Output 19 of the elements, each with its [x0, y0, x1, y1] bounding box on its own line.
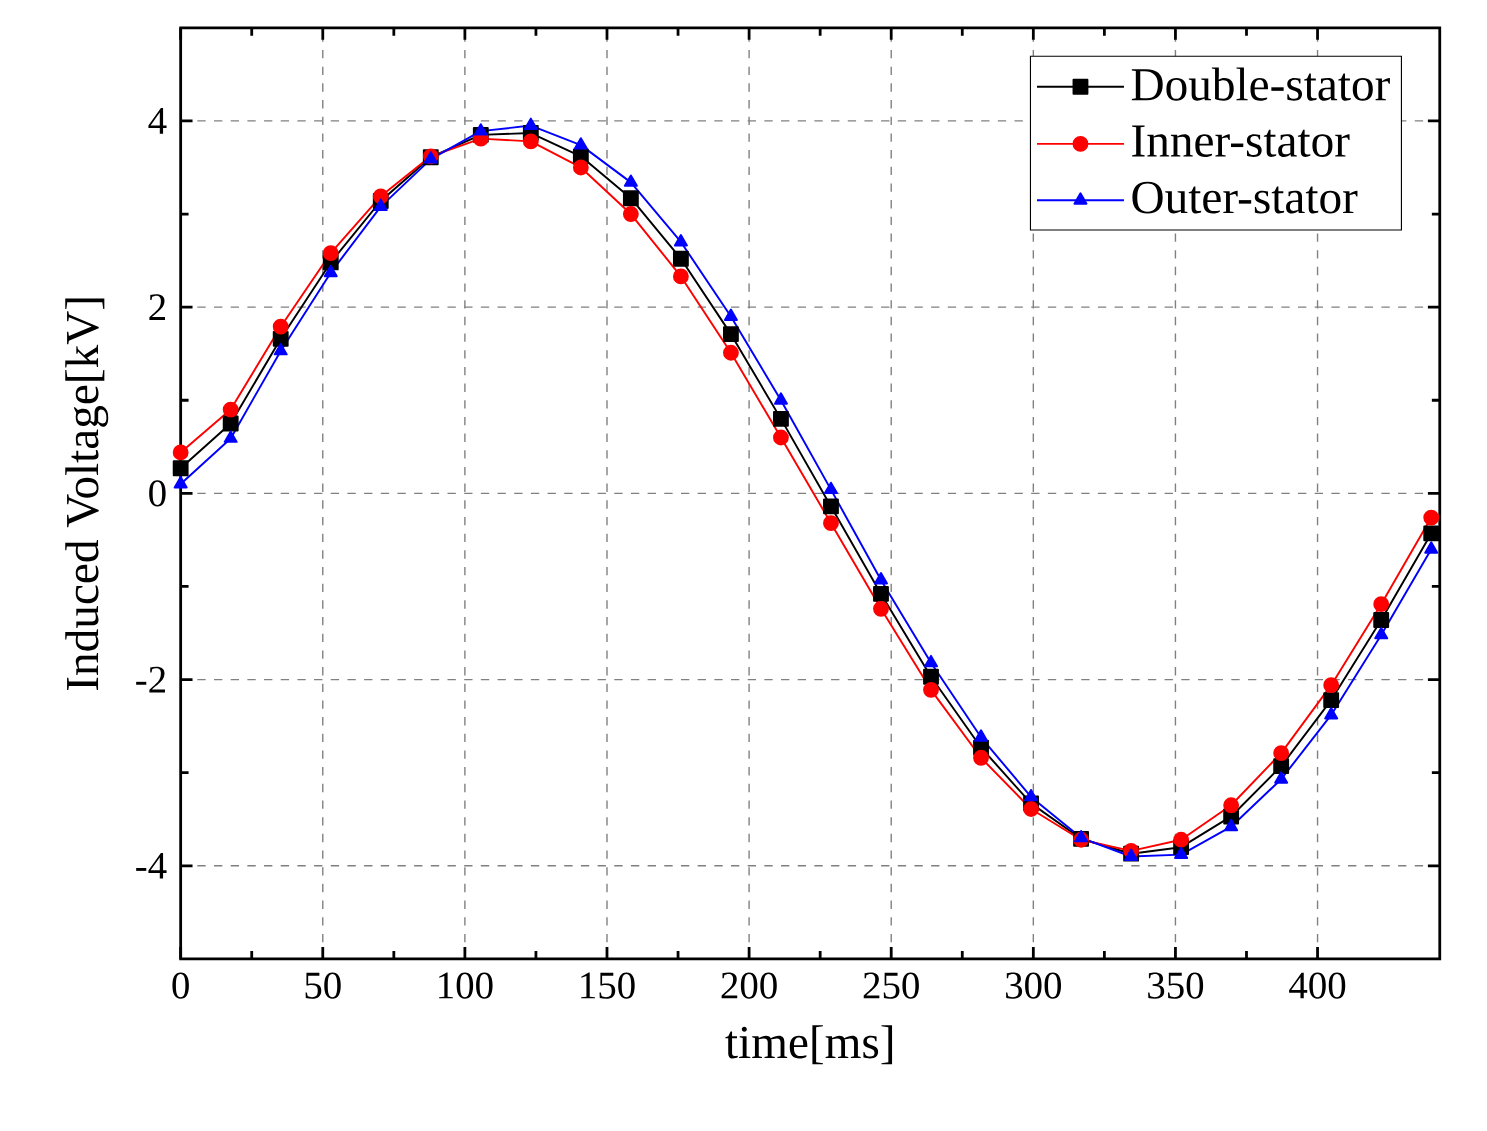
y-axis-title: Induced Voltage[kV]	[65, 298, 109, 690]
legend-label: Double-stator	[1131, 67, 1390, 101]
x-tick-label: 250	[863, 972, 919, 999]
x-tick-label: 100	[439, 972, 493, 999]
y-tick-label: 4	[148, 107, 167, 134]
x-tick-label: 350	[1148, 972, 1204, 999]
legend-label: Inner-stator	[1132, 125, 1350, 157]
x-tick-label: 400	[1289, 972, 1346, 999]
x-tick-label: 50	[305, 972, 341, 999]
y-tick-label: -4	[136, 852, 167, 879]
y-tick-label: -2	[136, 666, 165, 693]
x-tick-label: 300	[1006, 972, 1062, 999]
x-axis-title: time[ms]	[725, 1025, 893, 1065]
x-tick-label: 0	[172, 972, 189, 999]
x-tick-label: 200	[721, 972, 777, 999]
y-tick-label: 2	[149, 294, 165, 320]
x-tick-label: 150	[581, 972, 635, 999]
legend-label: Outer-stator	[1132, 181, 1358, 214]
y-tick-label: 0	[149, 480, 166, 507]
